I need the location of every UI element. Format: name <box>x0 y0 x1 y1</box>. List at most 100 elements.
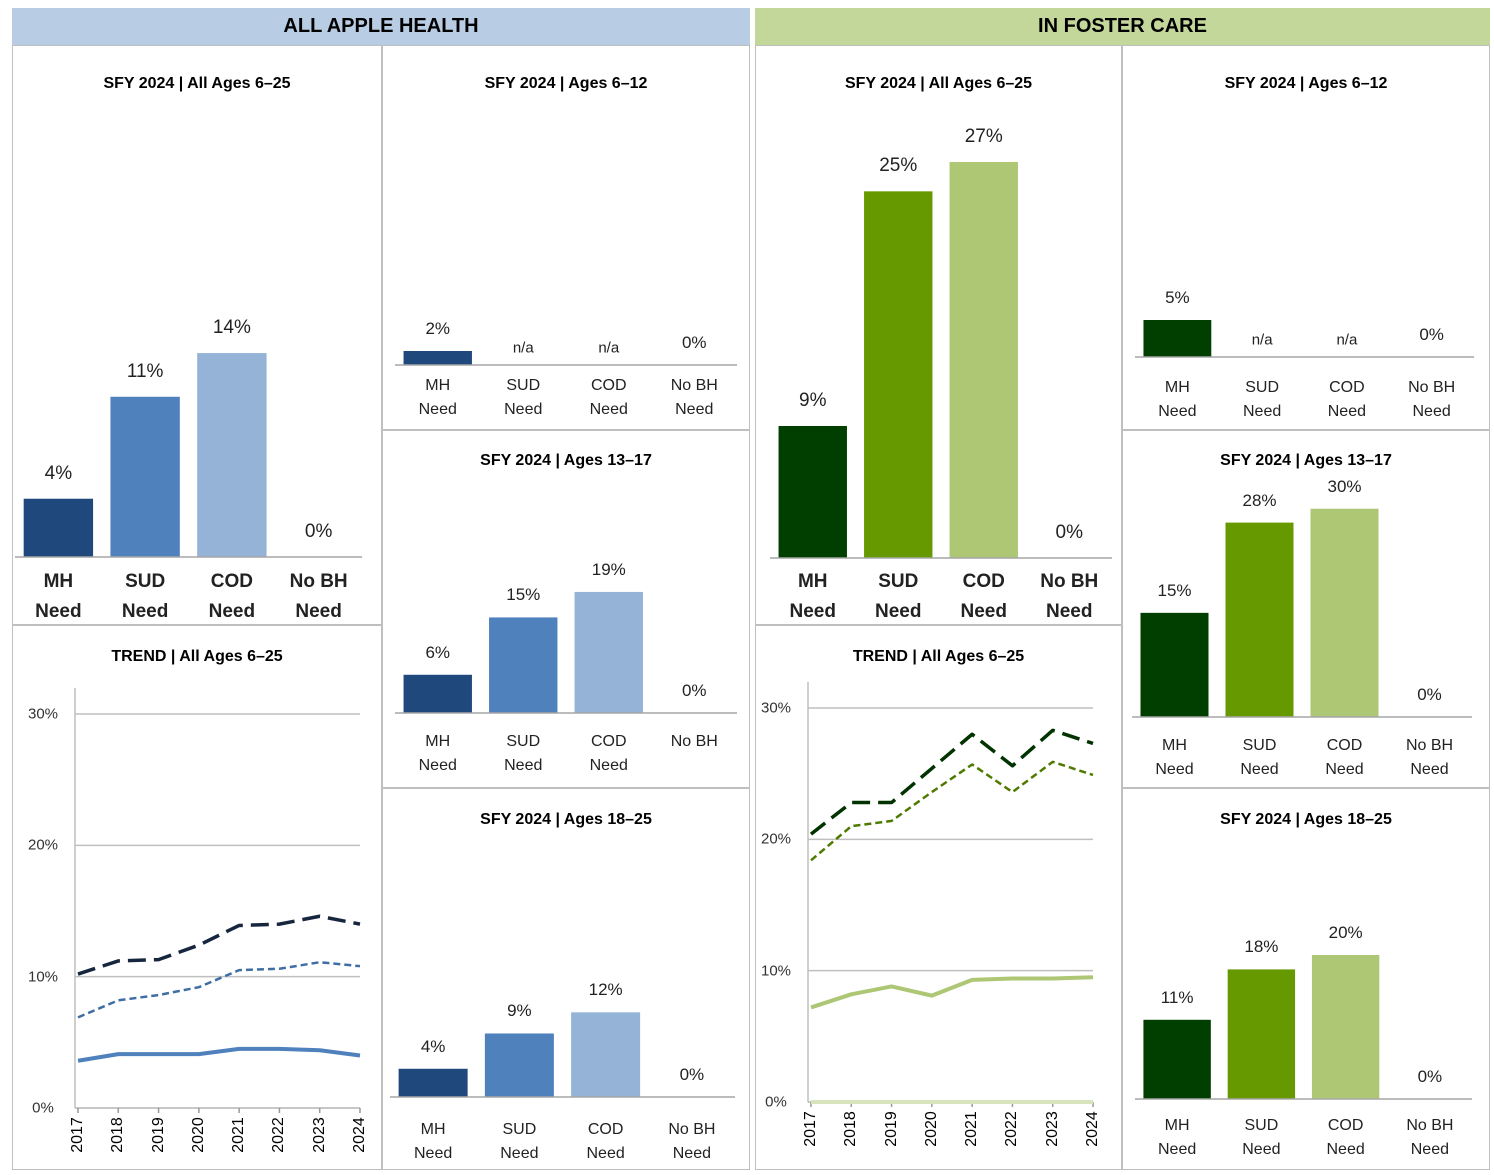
bar <box>489 617 558 713</box>
value-label: 4% <box>420 1036 446 1056</box>
category-label: SUD Need <box>1240 737 1279 778</box>
chart-title: SFY 2024 | Ages 13–17 <box>480 452 652 469</box>
value-label: 4% <box>44 462 73 484</box>
chart-title: SFY 2024 | Ages 6–12 <box>1224 75 1388 92</box>
bar <box>1143 320 1212 357</box>
y-tick-label: 0% <box>765 1093 787 1111</box>
y-tick-label: 0% <box>32 1099 54 1117</box>
category-label: SUD Need <box>1243 379 1282 420</box>
chart-title: SFY 2024 | Ages 6–12 <box>484 75 648 92</box>
category-label: COD Need <box>589 377 628 418</box>
bar <box>23 498 94 557</box>
value-label: 19% <box>591 559 626 579</box>
value-label: 12% <box>588 980 623 1000</box>
y-tick-label: 10% <box>760 962 792 980</box>
bar <box>110 396 180 557</box>
bar <box>1227 969 1296 1099</box>
category-label: MH Need <box>789 571 836 622</box>
value-label: 0% <box>681 681 707 700</box>
value-label: 15% <box>506 585 541 605</box>
group-header: IN FOSTER CARE <box>755 8 1490 45</box>
value-label: n/a <box>1251 331 1273 349</box>
bar <box>197 353 267 557</box>
value-label: 28% <box>1242 490 1277 510</box>
category-label: COD Need <box>586 1121 625 1162</box>
category-label: MH Need <box>1155 737 1194 778</box>
value-label: 14% <box>212 317 251 339</box>
bar <box>571 1012 641 1097</box>
panel <box>382 45 750 430</box>
value-label: 18% <box>1244 937 1279 957</box>
category-label: COD Need <box>1326 1117 1365 1158</box>
value-label: n/a <box>512 339 534 357</box>
bar <box>778 426 847 558</box>
value-label: n/a <box>1336 331 1358 349</box>
value-label: 15% <box>1157 580 1192 600</box>
category-label: No BH Need <box>1040 571 1099 622</box>
category-label: SUD Need <box>504 377 543 418</box>
category-label: SUD Need <box>500 1121 539 1162</box>
category-label: No BH Need <box>289 571 348 622</box>
value-label: n/a <box>598 339 620 357</box>
category-label: MH Need <box>418 377 457 418</box>
category-label: No BH Need <box>1405 737 1454 778</box>
value-label: 0% <box>1055 522 1083 543</box>
category-label: COD Need <box>1325 737 1364 778</box>
category-label: No BH <box>670 733 718 750</box>
category-label: MH Need <box>1158 379 1197 420</box>
bar <box>403 351 472 365</box>
value-label: 30% <box>1327 476 1362 496</box>
y-tick-label: 30% <box>760 699 792 717</box>
trend-line <box>810 760 1094 862</box>
bar <box>1140 612 1209 717</box>
y-tick-label: 20% <box>760 830 792 848</box>
chart-title: SFY 2024 | All Ages 6–25 <box>103 75 291 92</box>
panel <box>1122 45 1490 430</box>
group-header: ALL APPLE HEALTH <box>12 8 750 45</box>
category-label: COD Need <box>589 733 628 774</box>
chart-title: TREND | All Ages 6–25 <box>852 648 1025 665</box>
category-label: MH Need <box>1158 1117 1197 1158</box>
chart-title: SFY 2024 | Ages 13–17 <box>1220 452 1392 469</box>
category-label: MH Need <box>35 571 82 622</box>
panel <box>382 430 750 788</box>
trend-line <box>809 728 1094 836</box>
bar <box>1311 955 1380 1099</box>
value-label: 0% <box>1417 1067 1443 1086</box>
category-label: SUD Need <box>504 733 543 774</box>
value-label: 9% <box>799 390 827 411</box>
chart-title: SFY 2024 | Ages 18–25 <box>480 811 652 828</box>
value-label: 0% <box>681 333 707 352</box>
value-label: 25% <box>879 155 918 177</box>
chart-title: SFY 2024 | All Ages 6–25 <box>844 75 1033 92</box>
bar <box>1225 522 1294 717</box>
y-tick-label: 20% <box>27 836 59 854</box>
bar <box>1310 508 1379 717</box>
panel <box>755 45 1122 625</box>
y-tick-label: 10% <box>27 968 59 986</box>
value-label: 5% <box>1165 288 1190 307</box>
category-label: MH Need <box>414 1121 453 1162</box>
category-label: SUD Need <box>1242 1117 1281 1158</box>
bar <box>1143 1019 1211 1099</box>
value-label: 11% <box>126 360 164 382</box>
bar <box>949 162 1018 558</box>
chart-title: TREND | All Ages 6–25 <box>111 648 283 665</box>
panel <box>755 625 1122 1170</box>
trend-line <box>77 914 361 976</box>
value-label: 0% <box>304 521 333 542</box>
category-label: SUD Need <box>121 571 169 622</box>
bar <box>864 191 933 559</box>
value-label: 27% <box>964 126 1003 147</box>
panel <box>12 625 382 1170</box>
panel <box>12 45 382 625</box>
value-label: 0% <box>1419 325 1444 344</box>
category-label: COD Need <box>1327 379 1366 420</box>
category-label: No BH Need <box>1408 379 1456 420</box>
bar <box>403 674 472 713</box>
panel <box>1122 430 1490 788</box>
panel <box>382 788 750 1170</box>
bar <box>398 1068 468 1097</box>
trend-line <box>77 1046 361 1063</box>
